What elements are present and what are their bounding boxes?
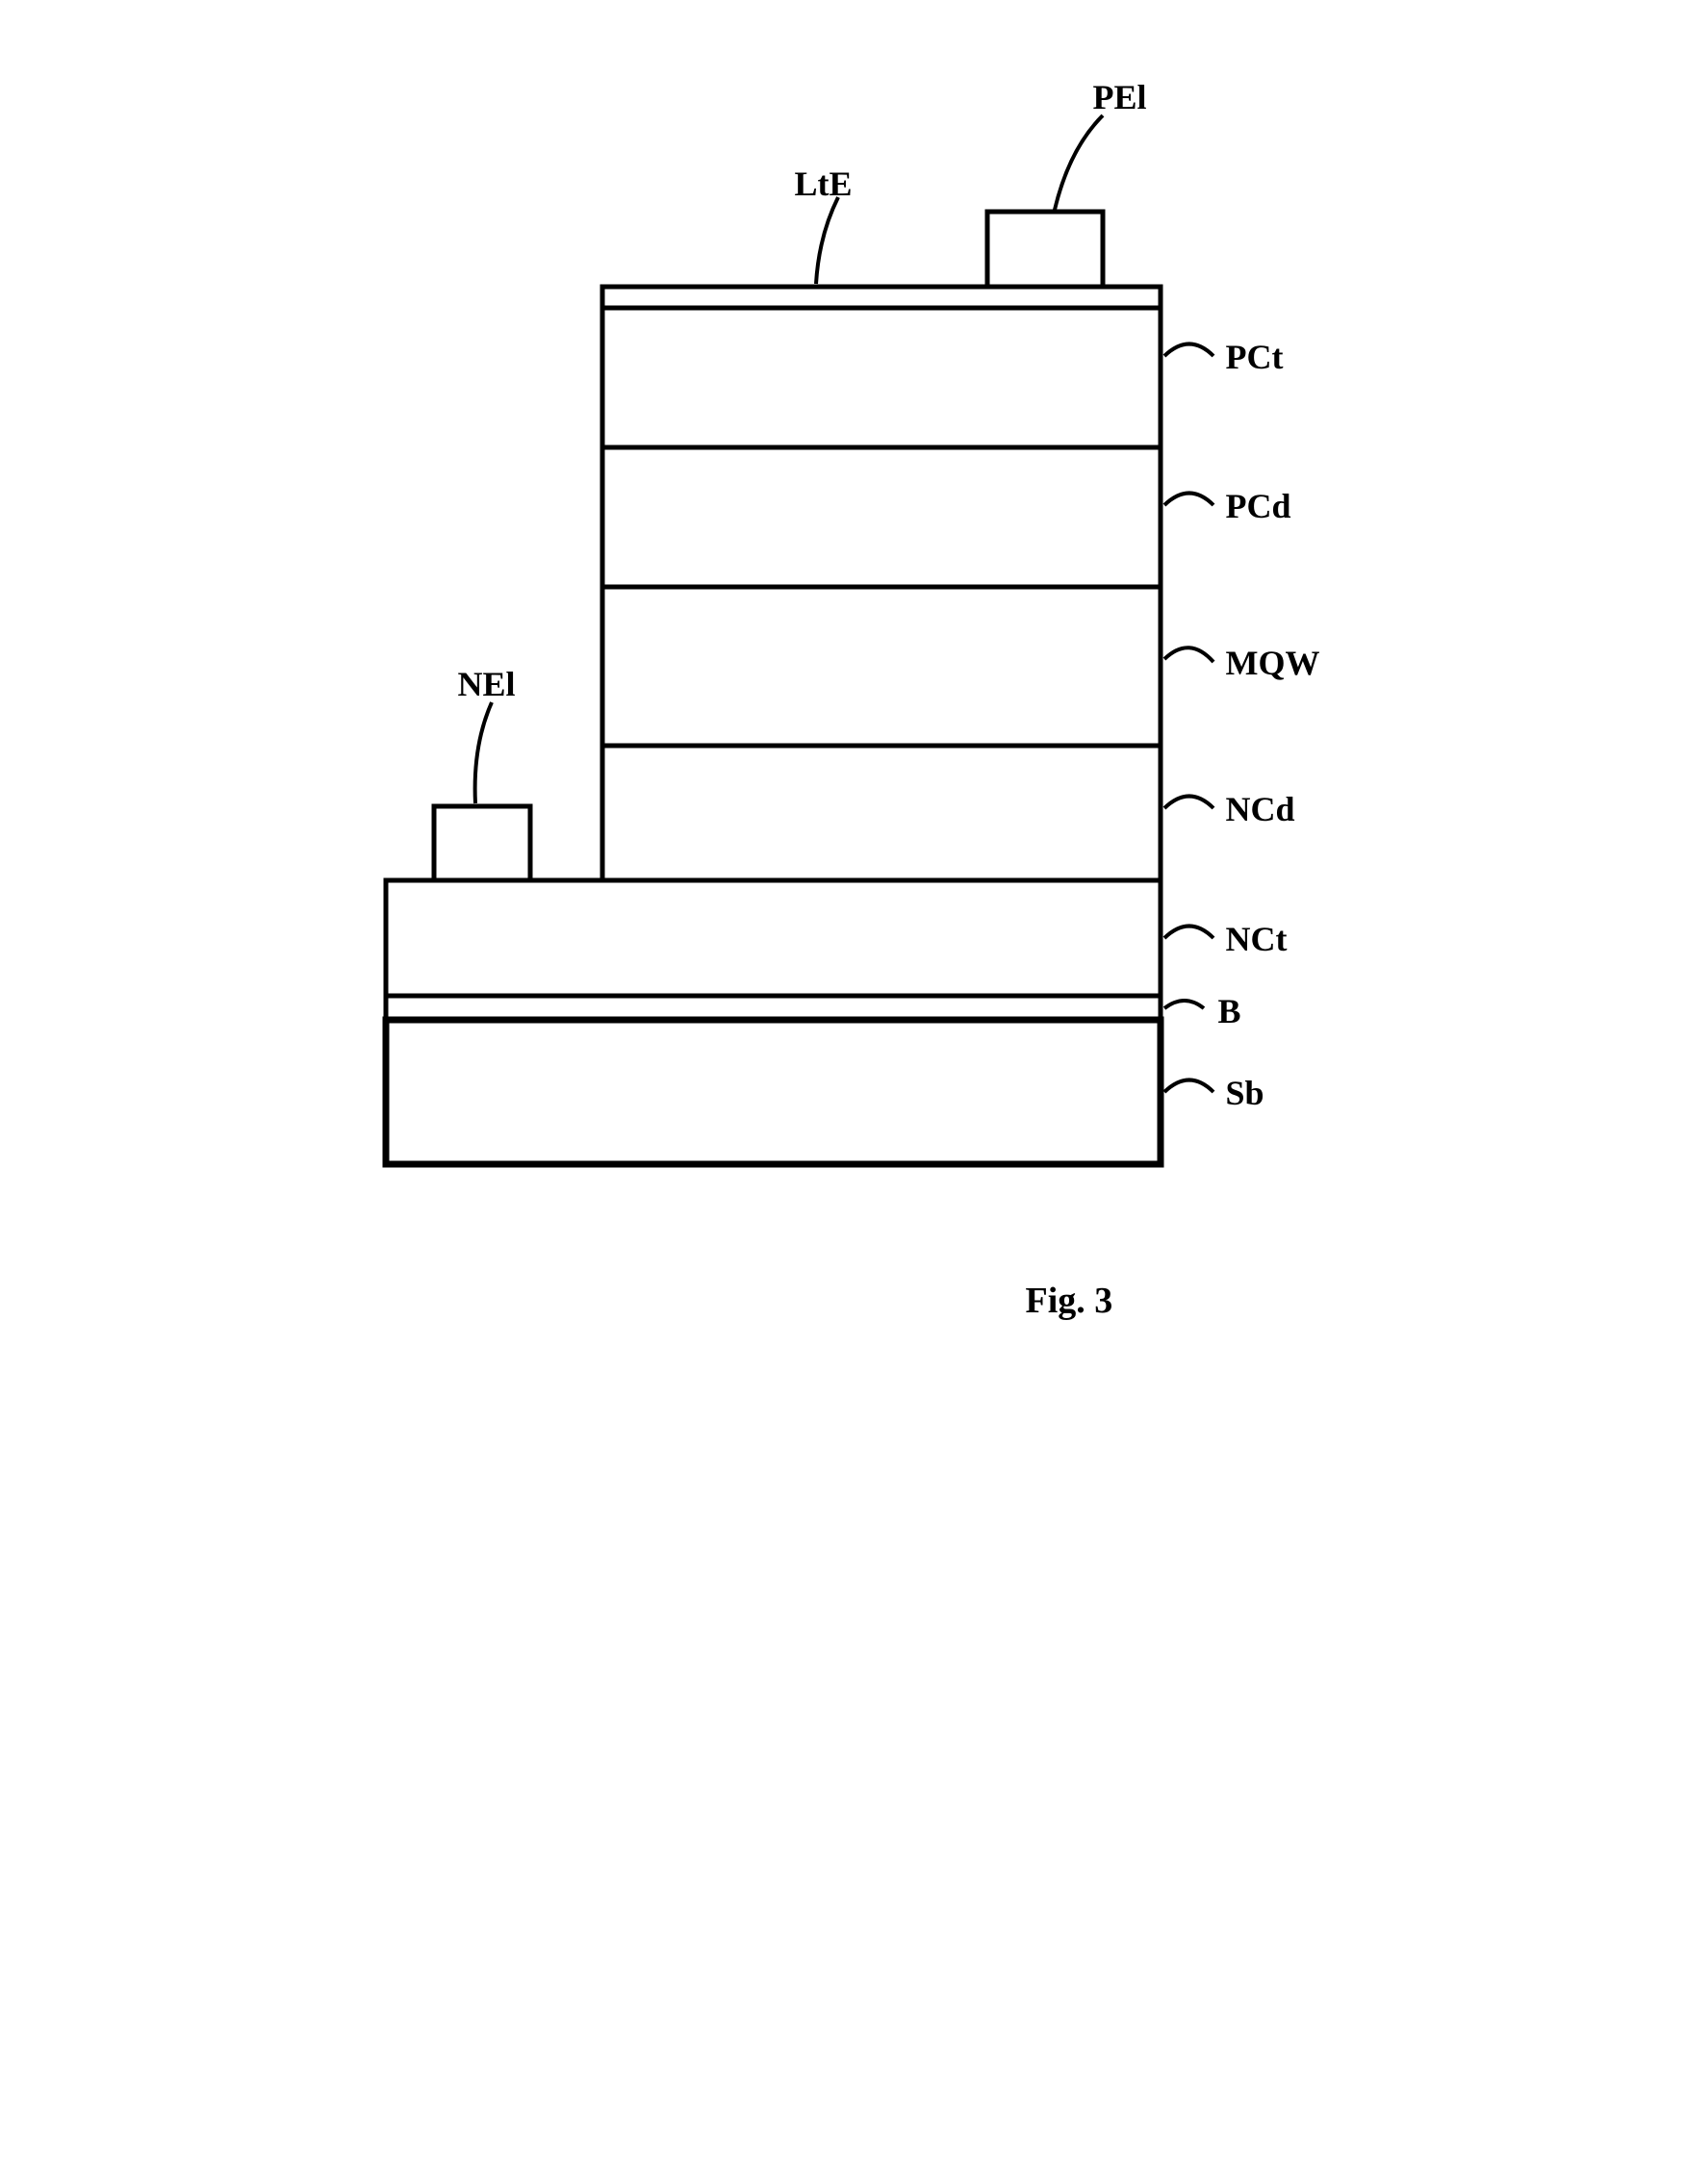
layer-ncd — [602, 746, 1161, 880]
leader-b — [1164, 1001, 1204, 1008]
leader-sb — [1164, 1080, 1213, 1093]
label-b: B — [1218, 991, 1241, 1031]
layer-mqw — [602, 587, 1161, 746]
label-mqw: MQW — [1226, 643, 1320, 683]
figure-caption: Fig. 3 — [1026, 1280, 1113, 1322]
leader-ncd — [1164, 797, 1213, 809]
label-nct: NCt — [1226, 919, 1288, 959]
label-lte: LtE — [795, 164, 853, 204]
leader-pel — [1055, 115, 1103, 210]
led-cross-section-diagram: PEl LtE NEl PCt PCd MQW NCd NCt B Sb Fig… — [314, 38, 1372, 1385]
leader-lte — [816, 197, 838, 284]
leader-nel — [474, 702, 491, 803]
layer-pcd — [602, 447, 1161, 587]
leader-nct — [1164, 927, 1213, 939]
leader-pct — [1164, 344, 1213, 357]
layer-lte — [602, 287, 1161, 308]
label-pct: PCt — [1226, 337, 1284, 377]
layer-b — [386, 996, 1161, 1020]
layer-nct — [386, 880, 1161, 996]
leader-mqw — [1164, 648, 1213, 662]
layer-sb — [386, 1020, 1161, 1164]
diagram-svg — [314, 38, 1372, 1385]
label-ncd: NCd — [1226, 789, 1295, 829]
electrode-pel — [987, 212, 1103, 287]
label-pcd: PCd — [1226, 486, 1291, 526]
leader-pcd — [1164, 494, 1213, 506]
label-sb: Sb — [1226, 1073, 1264, 1113]
label-nel: NEl — [458, 664, 516, 704]
electrode-nel — [434, 806, 530, 880]
label-pel: PEl — [1093, 77, 1147, 117]
layer-pct — [602, 308, 1161, 447]
